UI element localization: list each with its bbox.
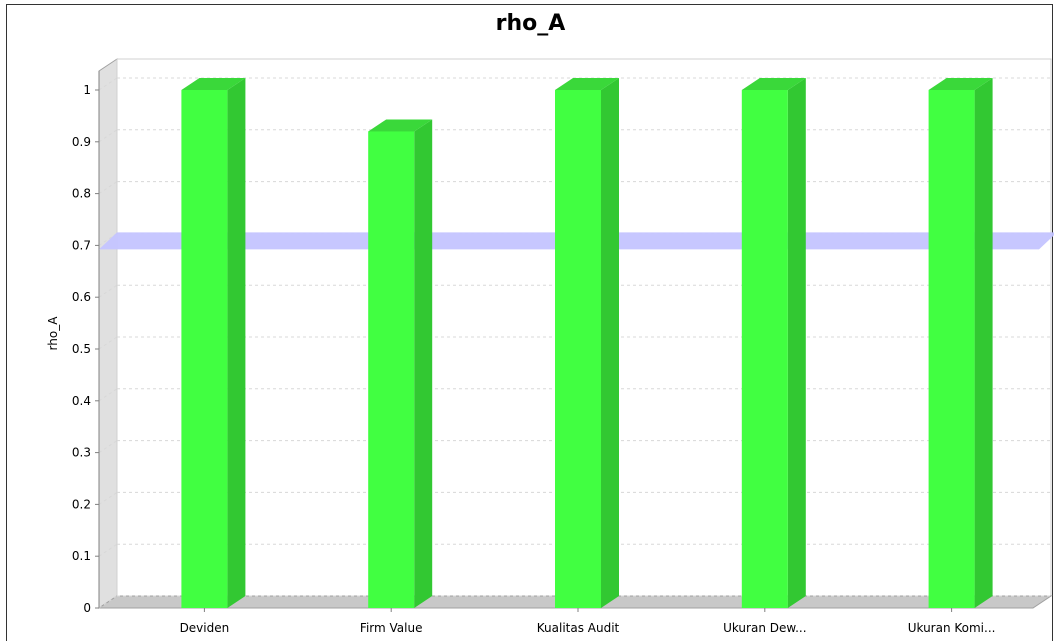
y-tick-label: 0.7 [72,238,91,252]
gridline-wall [98,181,118,195]
x-tick-label: Kualitas Audit [537,621,620,635]
bar-top [555,78,619,90]
y-tick-label: 0.4 [72,394,91,408]
y-tick-label: 0.3 [72,446,91,460]
left-wall [98,58,118,609]
bar [928,90,975,608]
bar-side [414,119,433,608]
gridline-wall [98,129,118,143]
gridline-wall [98,440,118,454]
x-tick-label: Firm Value [360,621,423,635]
bar [181,90,228,608]
chart-plot: 0 0.1 0.2 0.3 0.4 0.5 0.6 0.7 0.8 0.9 1 rho_A Devide… [46,58,1054,635]
y-axis-title: rho_A [46,316,60,351]
x-tick-label: Ukuran Dew... [723,621,806,635]
gridline-wall [98,595,118,609]
y-tick-label: 0.2 [72,497,91,511]
x-tick-label: Deviden [180,621,230,635]
bar-top [741,78,806,90]
chart-title: rho_A [495,11,566,36]
y-tick-label: 0.6 [72,290,91,304]
y-tick-label: 0.1 [72,549,91,563]
gridline-wall [98,284,118,298]
gridline-wall [98,388,118,402]
chart-frame: rho_A 0 0.1 0.2 0.3 0.4 0.5 0.6 0.7 0.8 0.9 1 rho_A… [6,4,1054,641]
bar-top [181,78,246,90]
bar-side [787,78,806,608]
gridline-wall [98,336,118,350]
y-tick-label: 0.9 [72,135,91,149]
bar-side [601,78,619,608]
y-tick-label: 0 [83,601,91,615]
bar-side [974,78,993,608]
bar [368,131,415,608]
y-tick-label: 0.8 [72,187,91,201]
gridline-wall [98,543,118,557]
bar-top [368,119,433,132]
gridline-wall [98,491,118,505]
x-tick-label: Ukuran Komi... [908,621,996,635]
bar-top [928,78,993,90]
bar [555,90,601,608]
y-tick-label: 1 [83,83,91,97]
bar [741,90,788,608]
gridline-wall [98,77,118,91]
bar-side [227,78,246,608]
y-tick-label: 0.5 [72,342,91,356]
